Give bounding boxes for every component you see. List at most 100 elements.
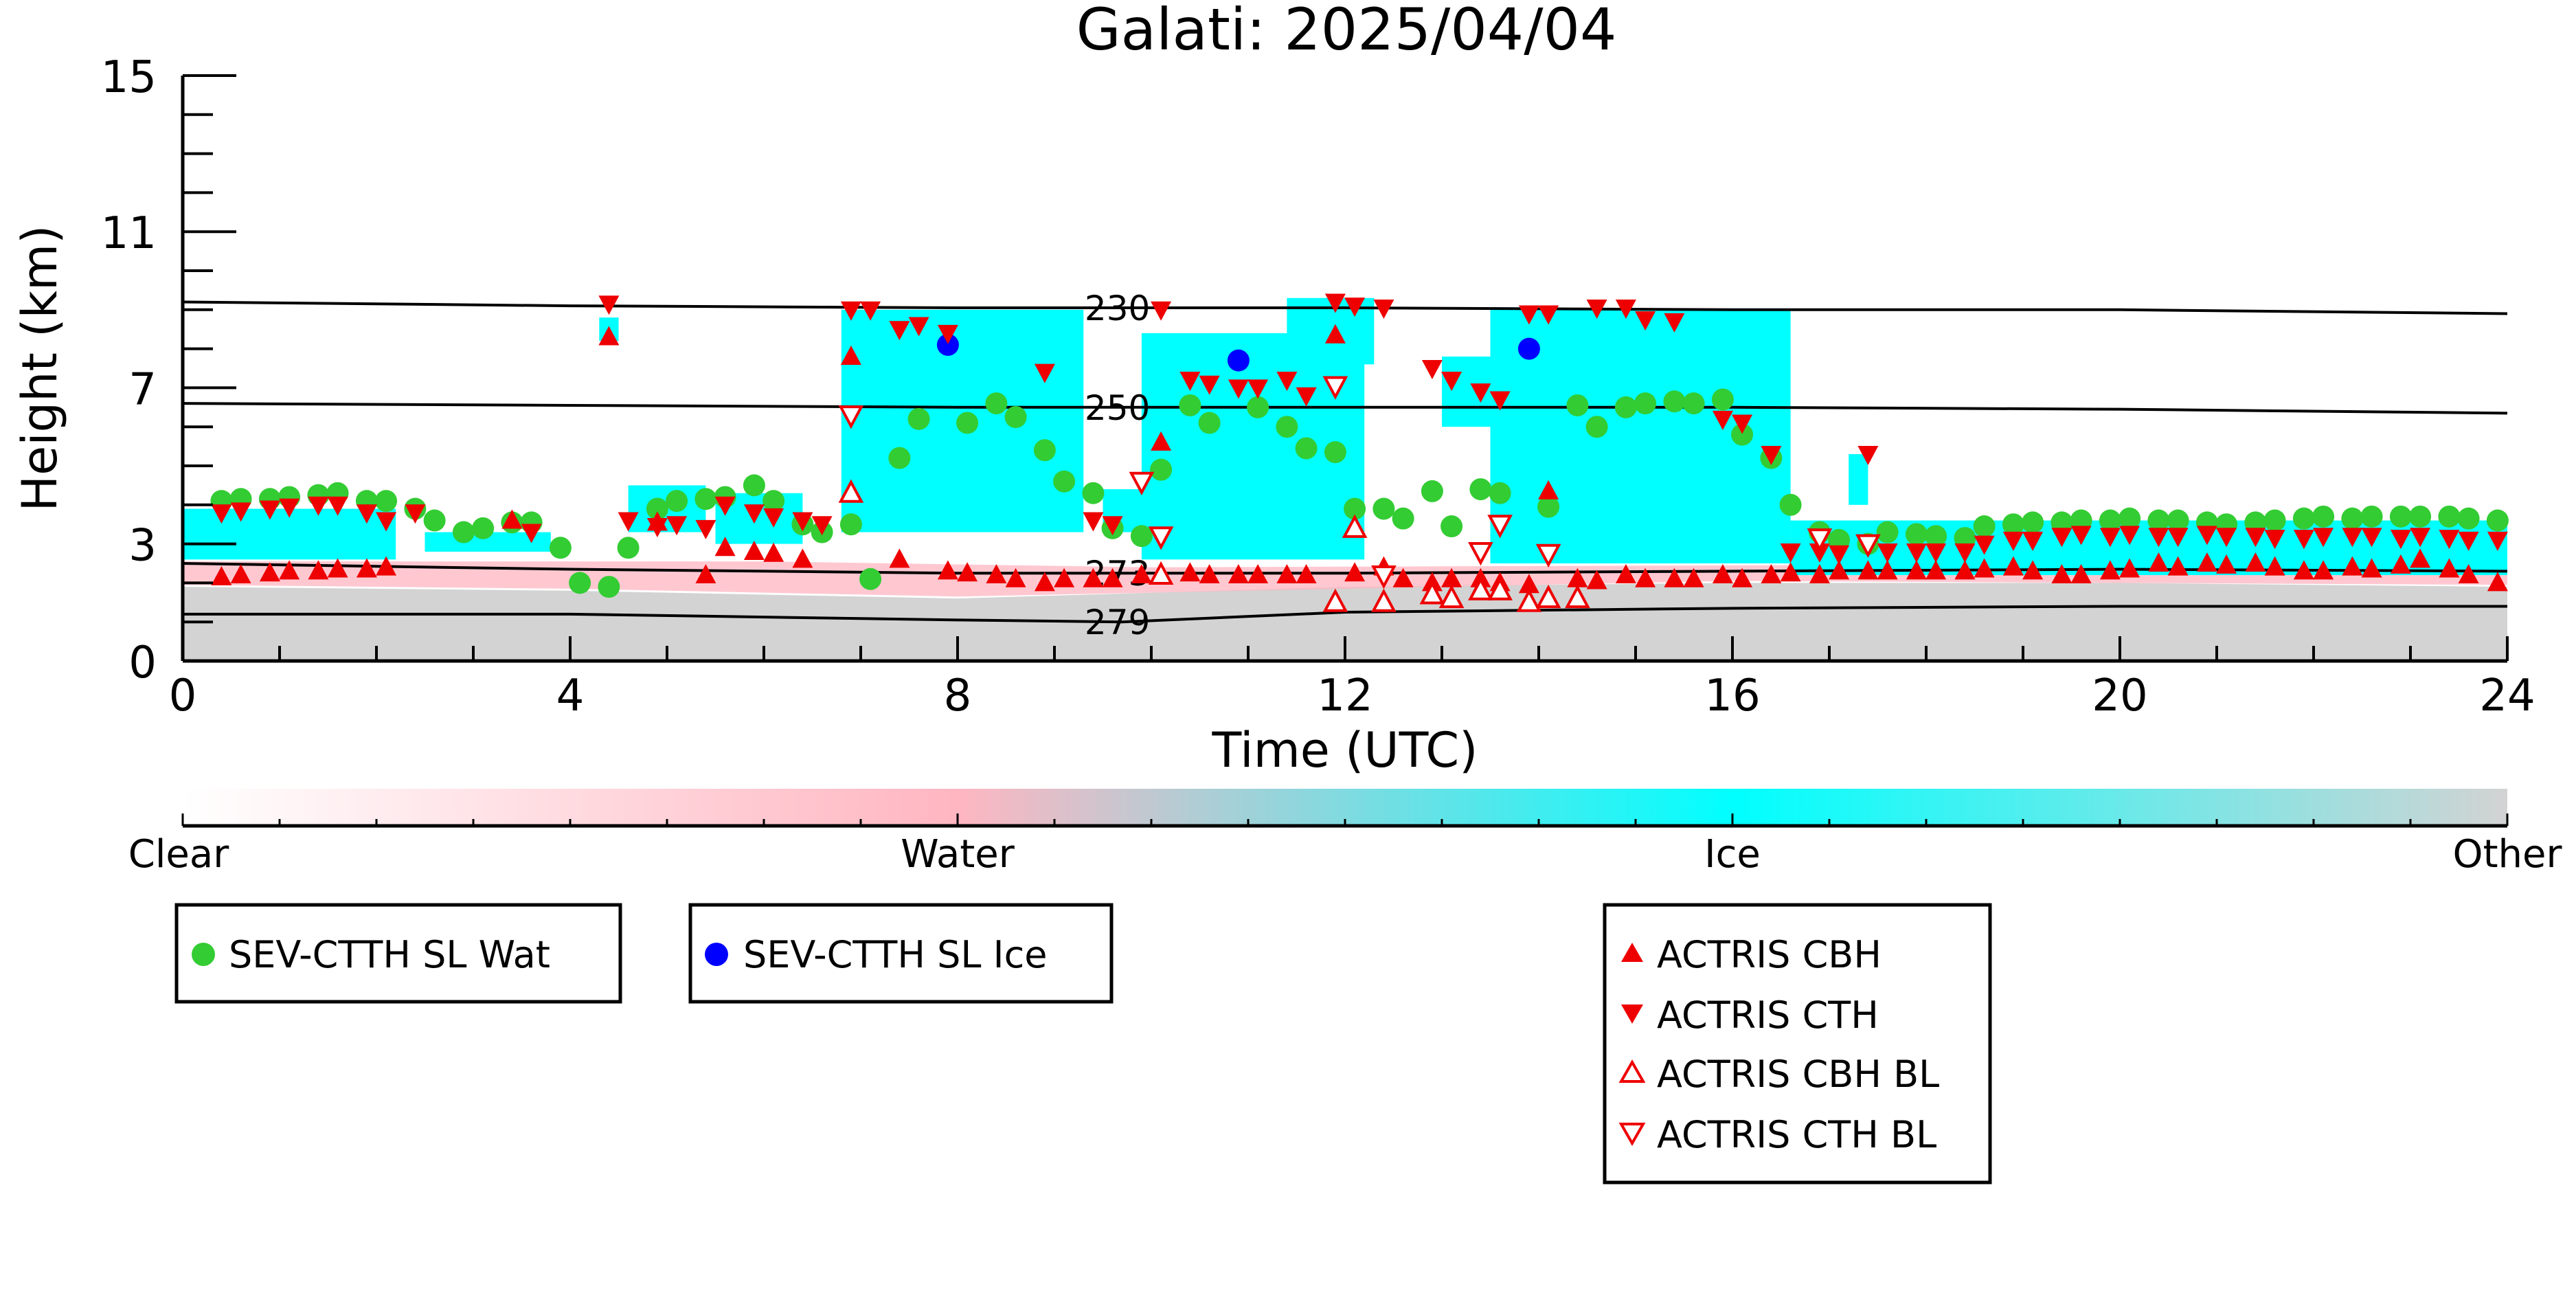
point-actris-cth-bl — [1535, 543, 1561, 568]
point-actris-cbh — [2458, 564, 2479, 584]
point-actris-cbh — [1392, 568, 1414, 587]
point-sev-ctth-sl-wat — [2486, 509, 2509, 532]
contour-label-279: 279 — [1085, 603, 1150, 642]
point-actris-cth — [1925, 543, 1947, 563]
point-sev-ctth-sl-wat — [2360, 505, 2383, 528]
point-actris-cth — [1664, 313, 1685, 333]
point-actris-cbh — [2342, 556, 2363, 576]
point-sev-ctth-sl-wat — [1973, 515, 1996, 538]
legend-marker-actris-cbh-bl — [1618, 1059, 1646, 1083]
point-actris-cbh — [1683, 568, 1704, 587]
point-sev-ctth-sl-wat — [666, 490, 688, 513]
point-actris-cbh-bl — [1535, 584, 1561, 609]
point-actris-cth — [763, 508, 784, 528]
point-actris-cth — [792, 512, 813, 532]
point-sev-ctth-sl-wat — [1276, 416, 1298, 438]
point-actris-cbh — [376, 556, 397, 576]
point-actris-cth — [2313, 528, 2334, 548]
point-actris-cbh — [2313, 560, 2334, 580]
point-actris-cbh — [211, 565, 232, 585]
point-actris-cbh — [327, 558, 348, 578]
contour-230 — [183, 300, 2507, 315]
point-sev-ctth-sl-wat — [1372, 497, 1395, 520]
point-sev-ctth-sl-wat — [2263, 509, 2286, 532]
point-actris-cth — [259, 500, 280, 520]
colorbar-label-ice: Ice — [1704, 832, 1761, 877]
point-actris-cbh — [1083, 568, 1104, 587]
point-actris-cth — [1179, 372, 1201, 392]
point-actris-cth — [1615, 299, 1636, 319]
point-actris-cth — [2002, 531, 2024, 551]
contour-279 — [183, 605, 2507, 624]
point-sev-ctth-sl-wat — [1421, 480, 1443, 502]
point-actris-cth — [2051, 528, 2072, 548]
point-actris-cbh — [1974, 558, 1995, 578]
point-actris-cbh — [792, 548, 813, 568]
point-actris-cth — [1421, 360, 1443, 379]
x-tick-label: 8 — [944, 671, 972, 721]
point-sev-ctth-sl-wat — [2389, 505, 2412, 528]
x-tick-label: 20 — [2092, 671, 2147, 721]
point-actris-cth — [356, 504, 377, 524]
point-actris-cth-bl — [1468, 541, 1493, 566]
point-actris-cbh — [1324, 324, 1346, 344]
point-sev-ctth-sl-wat — [1779, 493, 1802, 516]
point-actris-cbh — [1567, 568, 1588, 587]
point-actris-cth — [1877, 543, 1898, 563]
point-sev-ctth-sl-wat — [694, 488, 717, 510]
point-sev-ctth-sl-wat — [1130, 525, 1153, 548]
point-actris-cth — [1538, 305, 1559, 325]
y-tick-label: 7 — [128, 364, 157, 415]
point-sev-ctth-sl-wat — [2341, 507, 2364, 530]
point-sev-ctth-sl-wat — [2438, 505, 2461, 528]
point-actris-cth — [646, 518, 668, 538]
point-actris-cbh — [840, 345, 861, 365]
point-actris-cbh — [1005, 568, 1026, 587]
point-actris-cbh-bl — [1148, 561, 1174, 585]
point-sev-ctth-sl-wat — [2002, 513, 2024, 536]
point-actris-cth — [1974, 535, 1995, 555]
point-actris-cbh — [1635, 568, 1656, 587]
point-actris-cbh — [2196, 552, 2217, 572]
legend-label-actris-cth-bl: ACTRIS CTH BL — [1657, 1113, 1936, 1156]
other-field — [183, 583, 2507, 661]
point-actris-cth — [598, 295, 620, 315]
point-actris-cth — [2196, 526, 2217, 546]
point-actris-cbh — [2487, 572, 2508, 592]
point-actris-cbh — [1102, 568, 1123, 587]
point-sev-ctth-sl-wat — [1537, 495, 1560, 518]
point-sev-ctth-sl-wat — [985, 392, 1008, 415]
point-actris-cth — [1732, 414, 1753, 434]
point-sev-ctth-sl-wat — [598, 576, 620, 598]
y-tick-label: 11 — [101, 208, 157, 259]
point-sev-ctth-sl-wat — [452, 521, 475, 543]
point-sev-ctth-sl-ice — [936, 333, 959, 356]
point-actris-cth — [279, 498, 300, 518]
point-actris-cth — [521, 524, 542, 543]
point-actris-cth — [1829, 545, 1850, 565]
x-tick-label: 24 — [2479, 671, 2535, 721]
point-sev-ctth-sl-wat — [1198, 412, 1221, 434]
point-sev-ctth-sl-wat — [1440, 515, 1463, 538]
legend-box — [174, 903, 622, 1004]
y-tick-label: 0 — [128, 638, 157, 688]
series-actris-cbh — [211, 324, 2508, 594]
point-actris-cbh — [1247, 564, 1269, 584]
point-actris-cth — [1247, 379, 1269, 399]
series-actris-cth-bl — [838, 376, 1881, 590]
point-actris-cbh — [1151, 431, 1172, 451]
point-actris-cbh — [1034, 572, 1055, 592]
series-actris-cbh-bl — [838, 479, 1590, 612]
point-actris-cth-bl — [1129, 471, 1155, 495]
point-actris-cbh — [501, 509, 523, 529]
point-actris-cth — [2099, 528, 2121, 548]
point-sev-ctth-sl-wat — [423, 509, 446, 532]
point-actris-cth — [2245, 528, 2266, 548]
point-sev-ctth-sl-wat — [1731, 423, 1754, 446]
point-sev-ctth-sl-wat — [839, 513, 862, 536]
point-actris-cbh — [1131, 564, 1152, 584]
contour-273 — [183, 562, 2507, 575]
point-actris-cbh-bl — [1371, 588, 1397, 612]
point-actris-cth — [2410, 528, 2431, 548]
